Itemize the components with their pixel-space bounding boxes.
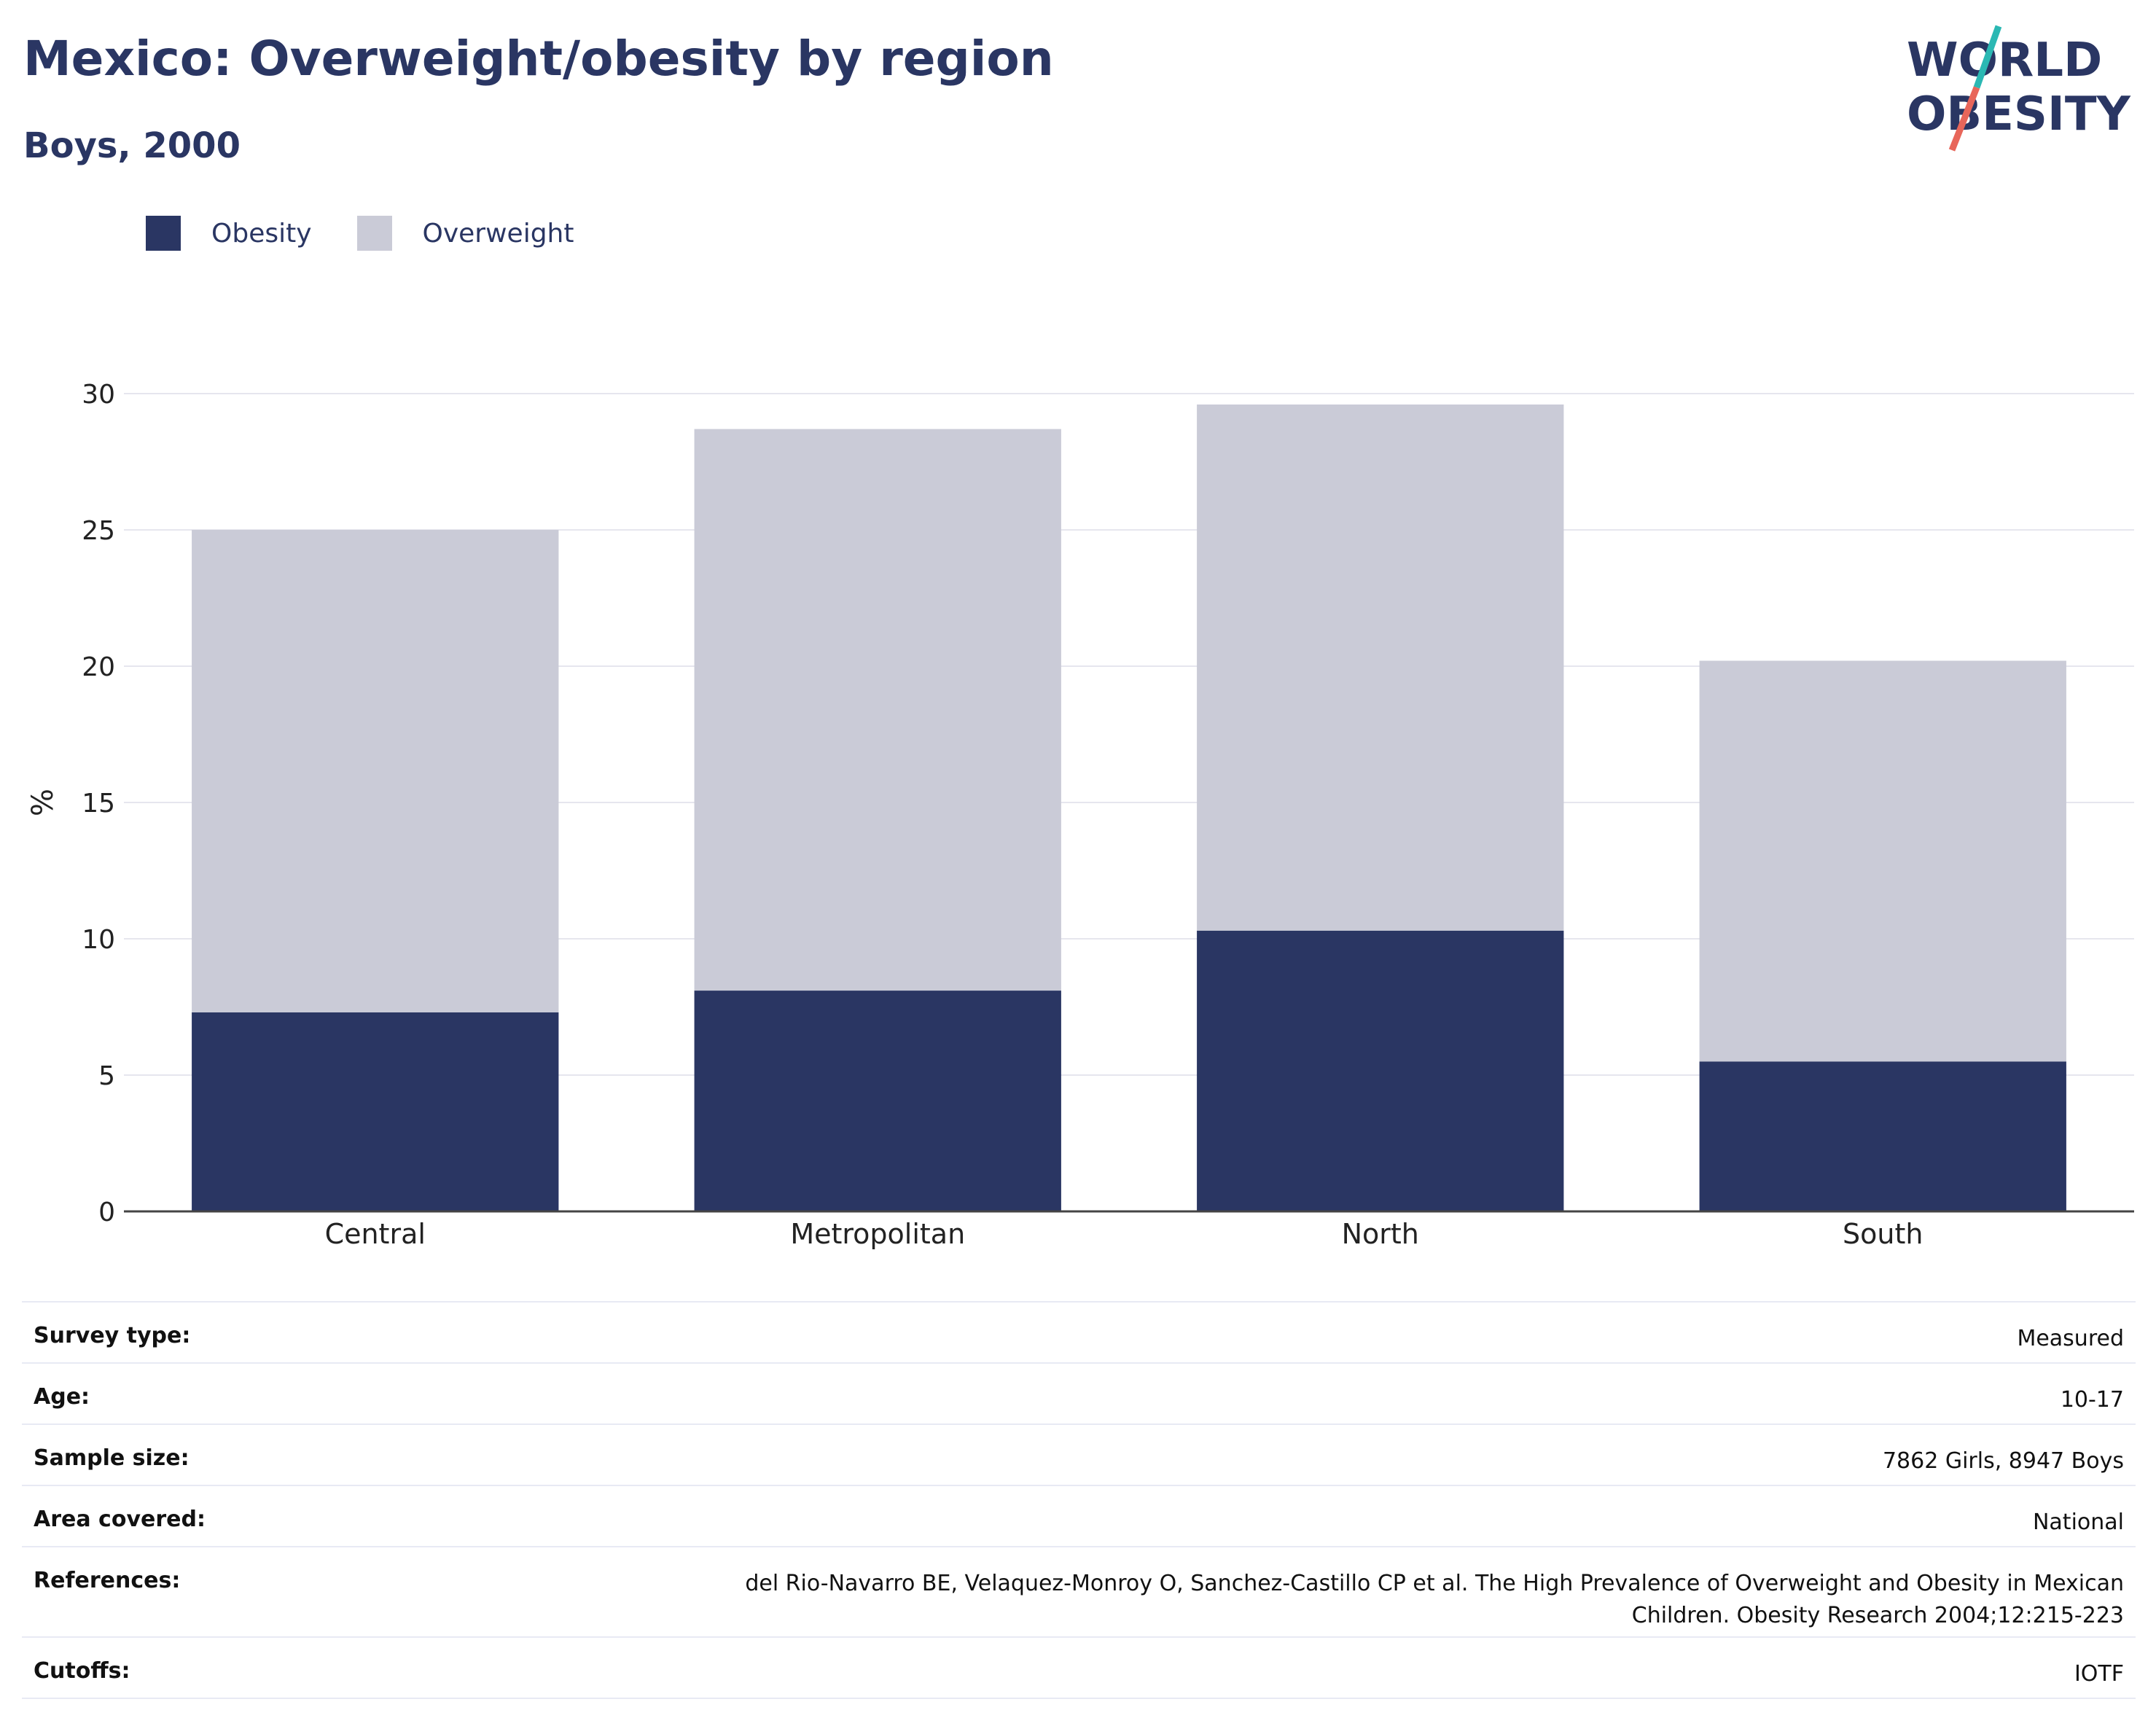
bar-overweight-south (1699, 660, 2066, 1062)
info-key: Area covered: (22, 1485, 308, 1547)
y-tick-label: 20 (82, 652, 115, 682)
y-tick-label: 0 (98, 1198, 115, 1227)
y-tick-label: 25 (82, 516, 115, 546)
bar-obesity-central (192, 1012, 559, 1211)
legend-label-obesity: Obesity (211, 218, 312, 249)
chart-title: Mexico: Overweight/obesity by region (23, 31, 1054, 87)
logo-slash-top (1973, 25, 2002, 89)
bar-overweight-north (1197, 404, 1564, 931)
bar-chart: 0 5 10 15 20 25 30 Central Metropolitan North Sou… (26, 380, 2134, 1250)
info-row-sample-size: Sample size: 7862 Girls, 8947 Boys (22, 1423, 2136, 1485)
bar-overweight-metropolitan (694, 429, 1061, 991)
info-key: References: (22, 1546, 308, 1637)
info-key: Survey type: (22, 1301, 308, 1363)
bar-obesity-north (1197, 930, 1564, 1211)
bar-obesity-south (1699, 1061, 2066, 1211)
bar-overweight-central (192, 530, 559, 1012)
info-row-survey-type: Survey type: Measured (22, 1301, 2136, 1363)
info-key: Cutoffs: (22, 1636, 308, 1699)
chart-legend: Obesity Overweight (146, 216, 619, 251)
logo-line1: WORLD (1907, 34, 2102, 87)
legend-swatch-obesity (146, 216, 181, 251)
info-value: 10-17 (308, 1362, 2136, 1424)
y-axis-ticks: 0 5 10 15 20 25 30 (82, 380, 115, 1227)
y-tick-label: 15 (82, 789, 115, 819)
bar-obesity-metropolitan (694, 991, 1061, 1211)
legend-label-overweight: Overweight (422, 218, 574, 249)
x-tick-label: Metropolitan (790, 1218, 965, 1250)
y-axis-label: % (26, 789, 60, 816)
info-key: Sample size: (22, 1423, 308, 1485)
bars (124, 404, 2134, 1213)
info-row-area-covered: Area covered: National (22, 1485, 2136, 1547)
legend-item-obesity: Obesity (146, 216, 312, 251)
y-tick-label: 10 (82, 925, 115, 955)
info-value: Measured (308, 1301, 2136, 1363)
reference-line-1: del Rio-Navarro BE, Velaquez-Monroy O, S… (745, 1571, 2124, 1596)
info-row-references: References: del Rio-Navarro BE, Velaquez… (22, 1546, 2136, 1637)
legend-item-overweight: Overweight (356, 216, 574, 251)
info-value: IOTF (308, 1636, 2136, 1699)
logo-line2: OBESITY (1907, 87, 2130, 141)
info-row-age: Age: 10-17 (22, 1362, 2136, 1424)
chart-subtitle: Boys, 2000 (23, 125, 241, 166)
survey-info-table: Survey type: Measured Age: 10-17 Sample … (22, 1301, 2136, 1699)
info-value: National (308, 1485, 2136, 1547)
info-key: Age: (22, 1362, 308, 1424)
y-tick-label: 5 (98, 1061, 115, 1091)
info-value: 7862 Girls, 8947 Boys (308, 1423, 2136, 1485)
x-axis-ticks: Central Metropolitan North South (325, 1218, 1923, 1250)
reference-line-2: Children. Obesity Research 2004;12:215-2… (1631, 1603, 2124, 1628)
legend-swatch-overweight (356, 216, 392, 251)
world-obesity-logo: WORLD OBESITY (1907, 25, 2130, 152)
x-tick-label: North (1342, 1218, 1419, 1250)
info-row-cutoffs: Cutoffs: IOTF (22, 1636, 2136, 1699)
x-tick-label: Central (325, 1218, 426, 1250)
logo-slash-bottom (1948, 86, 1980, 152)
x-tick-label: South (1843, 1218, 1923, 1250)
info-value: del Rio-Navarro BE, Velaquez-Monroy O, S… (308, 1546, 2136, 1637)
y-tick-label: 30 (82, 380, 115, 410)
